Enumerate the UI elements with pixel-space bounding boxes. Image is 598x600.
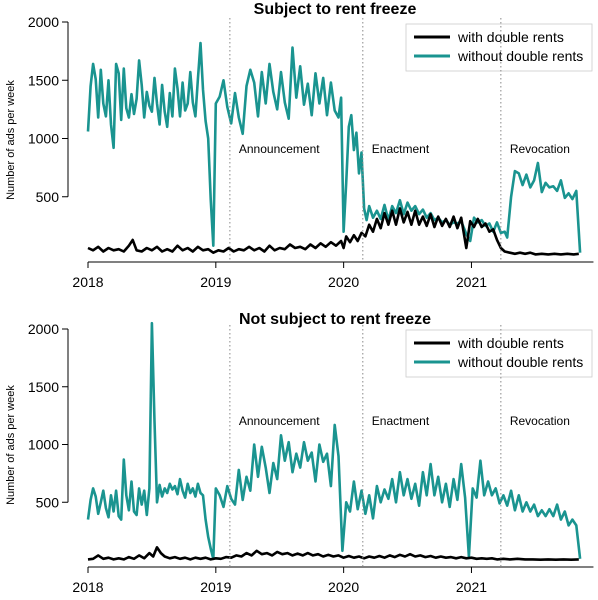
y-tick-label: 2000 xyxy=(28,321,59,337)
event-label-enactment: Enactment xyxy=(372,414,430,428)
event-label-revocation: Revocation xyxy=(510,142,570,156)
chart-title: Subject to rent freeze xyxy=(254,1,417,18)
y-tick-label: 2000 xyxy=(28,14,59,30)
legend-label-without-double-rents: without double rents xyxy=(457,48,583,64)
x-tick-label: 2020 xyxy=(328,579,359,595)
legend-box xyxy=(405,23,593,72)
x-tick-label: 2021 xyxy=(456,274,487,290)
panel-not-subject-to-rent-freeze: Not subject to rent freeze Number of ads… xyxy=(5,311,594,595)
series-line-with-double-rents xyxy=(87,207,579,256)
y-tick-label: 500 xyxy=(36,189,60,205)
y-axis-label: Number of ads per week xyxy=(5,385,17,505)
chart-title: Not subject to rent freeze xyxy=(239,311,431,328)
series-line-without-double-rents xyxy=(86,41,582,253)
event-label-announcement: Announcement xyxy=(239,414,320,428)
legend-label-with-double-rents: with double rents xyxy=(457,335,564,351)
y-tick-label: 1500 xyxy=(28,379,59,395)
legend-box xyxy=(405,329,593,378)
x-tick-label: 2019 xyxy=(200,274,231,290)
y-tick-label: 500 xyxy=(36,494,60,510)
x-tick-label: 2019 xyxy=(200,579,231,595)
event-label-enactment: Enactment xyxy=(372,142,430,156)
x-tick-label: 2020 xyxy=(328,274,359,290)
x-tick-label: 2018 xyxy=(72,579,103,595)
legend-label-with-double-rents: with double rents xyxy=(457,29,564,45)
y-tick-label: 1500 xyxy=(28,72,59,88)
event-label-revocation: Revocation xyxy=(510,414,570,428)
series-line-with-double-rents xyxy=(87,546,579,561)
legend: with double rents without double rents xyxy=(405,23,593,72)
series-line-without-double-rents xyxy=(86,321,582,561)
legend-label-without-double-rents: without double rents xyxy=(457,354,583,370)
x-tick-label: 2021 xyxy=(456,579,487,595)
x-tick-label: 2018 xyxy=(72,274,103,290)
y-axis-label: Number of ads per week xyxy=(5,80,17,200)
legend: with double rents without double rents xyxy=(405,329,593,378)
panel-subject-to-rent-freeze: Subject to rent freeze Number of ads per… xyxy=(5,1,594,290)
y-tick-label: 1000 xyxy=(28,131,59,147)
event-label-announcement: Announcement xyxy=(239,142,320,156)
y-tick-label: 1000 xyxy=(28,437,59,453)
